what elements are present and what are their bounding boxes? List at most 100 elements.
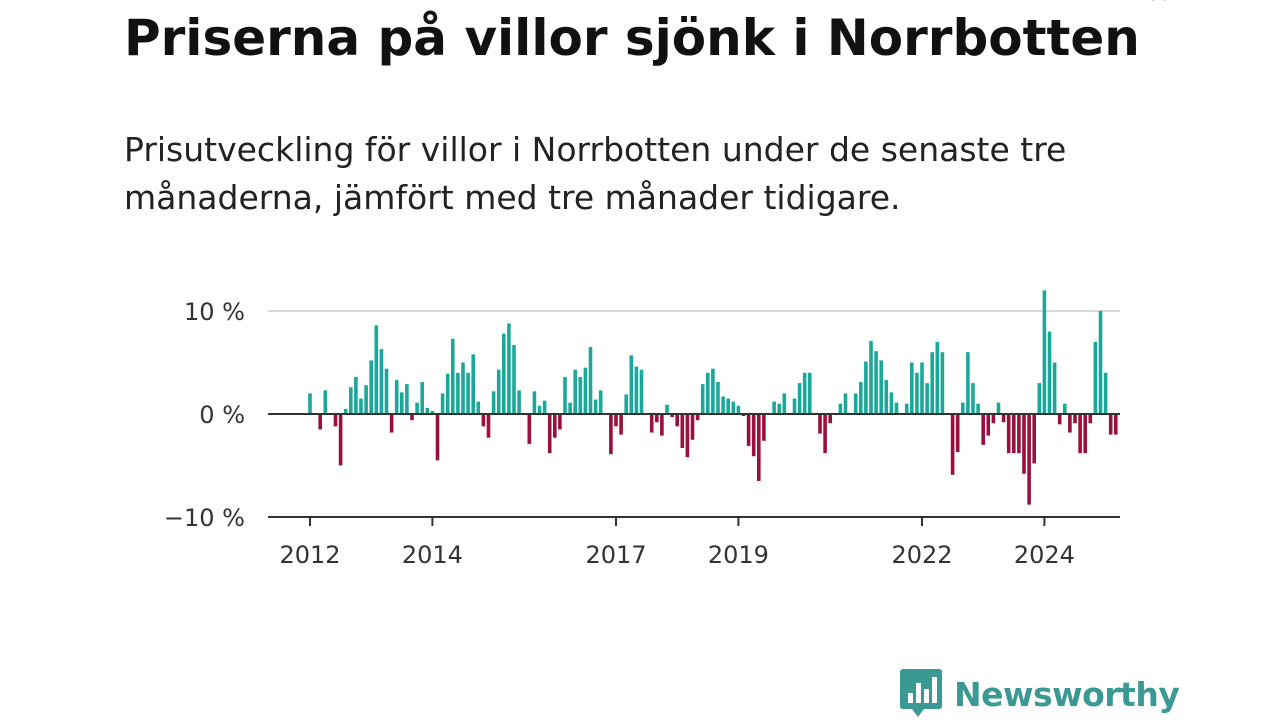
data-bar — [1001, 414, 1006, 423]
data-bar — [853, 393, 858, 414]
data-bar — [481, 414, 486, 427]
data-bar — [338, 414, 343, 466]
data-bar — [700, 384, 705, 414]
data-bar — [547, 414, 552, 454]
data-bar — [665, 404, 669, 414]
data-bar — [512, 344, 516, 414]
data-bar — [1042, 290, 1047, 414]
data-bar — [685, 414, 690, 458]
data-bar — [670, 414, 674, 418]
data-bar — [593, 399, 598, 414]
data-bar — [726, 398, 730, 414]
data-bar — [711, 368, 715, 414]
data-bar — [502, 333, 506, 414]
data-bar — [619, 414, 623, 435]
data-bar — [405, 384, 409, 414]
x-tick-label: 2022 — [891, 541, 952, 569]
data-bar — [1052, 362, 1057, 414]
data-bar — [532, 391, 537, 414]
data-bar — [598, 390, 603, 414]
data-bar — [430, 410, 435, 414]
data-bar — [1032, 414, 1036, 464]
data-bar — [507, 323, 511, 414]
data-bar — [864, 361, 868, 414]
data-bar — [751, 414, 756, 457]
y-tick-label: −10 % — [164, 504, 245, 532]
chart-subtitle: Prisutveckling för villor i Norrbotten u… — [124, 130, 1067, 217]
data-bar — [634, 366, 639, 414]
data-bar — [869, 340, 873, 414]
data-bar — [461, 362, 465, 414]
data-bar — [920, 362, 924, 414]
data-bar — [976, 403, 980, 414]
data-bar — [838, 403, 843, 414]
data-bar — [1012, 414, 1016, 454]
data-bar — [996, 402, 1001, 414]
data-bar — [777, 403, 781, 414]
data-bar — [731, 401, 736, 414]
data-bar — [374, 325, 379, 414]
data-bar — [889, 392, 894, 414]
data-bar — [333, 414, 338, 427]
data-bar — [415, 402, 419, 414]
data-bar — [802, 372, 807, 414]
data-bar — [476, 401, 481, 414]
data-bar — [1057, 414, 1062, 425]
data-bar — [716, 382, 720, 414]
brand-name: Newsworthy — [954, 674, 1180, 714]
data-bar — [410, 414, 414, 421]
data-bar — [1073, 414, 1077, 424]
data-bar — [823, 414, 827, 454]
data-bar — [573, 369, 577, 414]
y-tick-label: 0 % — [199, 401, 245, 429]
x-tick-label: 2019 — [708, 541, 769, 569]
data-bar — [746, 414, 751, 446]
data-bar — [649, 414, 654, 433]
value-annotation: −2 % — [1104, 0, 1170, 6]
data-bar — [629, 355, 634, 414]
data-bar — [772, 401, 776, 414]
data-bar — [966, 352, 970, 414]
data-bar — [323, 390, 328, 414]
data-bar — [797, 383, 802, 414]
data-bar — [935, 341, 940, 414]
data-bar — [354, 376, 358, 414]
data-bar — [369, 360, 373, 414]
data-bar — [451, 338, 455, 414]
data-bar — [1093, 341, 1098, 414]
data-bar — [961, 402, 965, 414]
data-bar — [614, 414, 618, 427]
data-bar — [384, 368, 389, 414]
brand-logo[interactable]: Newsworthy — [900, 669, 1180, 719]
data-bar — [542, 400, 547, 414]
data-bar — [695, 414, 700, 421]
data-bar — [456, 372, 460, 414]
data-bar — [879, 360, 883, 414]
data-bar — [359, 398, 363, 414]
data-bar — [675, 414, 679, 427]
data-bar — [910, 362, 914, 414]
data-bar — [655, 414, 659, 423]
data-bar — [537, 405, 542, 414]
data-bar — [364, 385, 368, 414]
data-bar — [1027, 414, 1031, 505]
data-bar — [624, 394, 628, 414]
data-bar — [435, 414, 440, 461]
data-bar — [818, 414, 822, 434]
data-bar — [389, 414, 394, 433]
x-tick-label: 2024 — [1014, 541, 1075, 569]
data-bar — [425, 407, 430, 414]
data-bar — [1088, 414, 1093, 424]
data-bar — [874, 351, 878, 414]
data-bar — [420, 382, 424, 414]
labels: 10 % 0 % −10 % 2012 2014 2017 2019 2022 2024 −2 % — [164, 0, 1170, 569]
data-bar — [1078, 414, 1082, 454]
data-bar — [318, 414, 322, 430]
data-bar — [930, 352, 934, 414]
chart-title: Priserna på villor sjönk i Norrbotten — [124, 9, 1140, 67]
data-bar — [343, 408, 348, 414]
data-bar — [1108, 414, 1113, 435]
bars — [308, 290, 1118, 505]
data-bar — [1083, 414, 1087, 454]
data-bar — [721, 396, 725, 414]
